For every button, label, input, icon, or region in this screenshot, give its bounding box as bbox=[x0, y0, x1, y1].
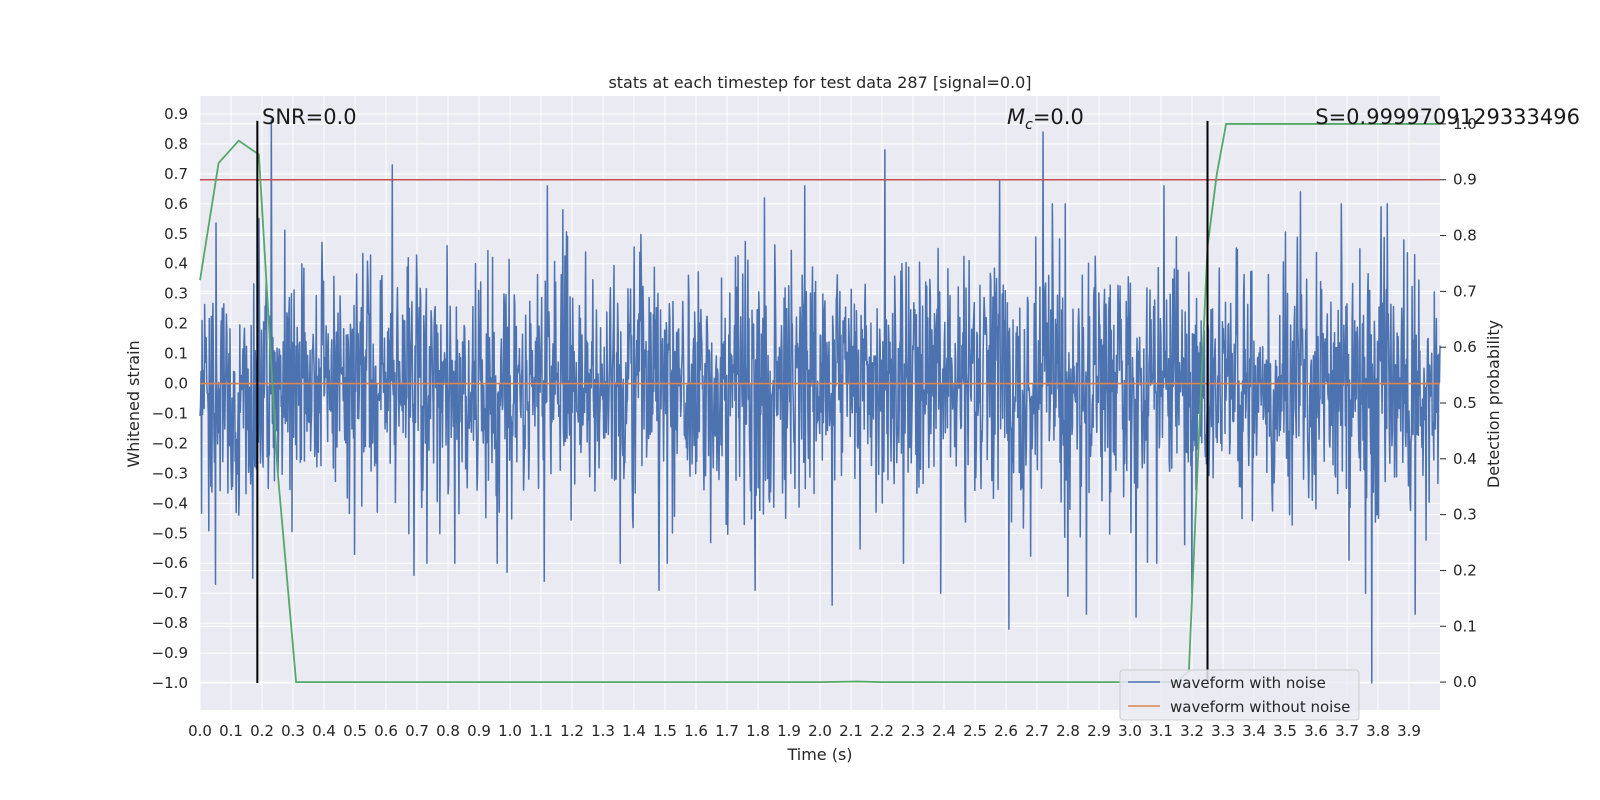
x-tick-label: 1.0 bbox=[498, 722, 522, 740]
x-tick-label: 2.7 bbox=[1025, 722, 1049, 740]
x-tick-label: 0.6 bbox=[374, 722, 398, 740]
y2-tick-label: 0.8 bbox=[1453, 227, 1477, 245]
legend-label-clean: waveform without noise bbox=[1170, 698, 1350, 716]
x-tick-label: 1.7 bbox=[715, 722, 739, 740]
x-tick-label: 3.6 bbox=[1304, 722, 1328, 740]
y-tick-label: 0.7 bbox=[164, 165, 188, 183]
chart-title: stats at each timestep for test data 287… bbox=[608, 73, 1031, 92]
x-tick-label: 2.8 bbox=[1056, 722, 1080, 740]
x-tick-label: 0.5 bbox=[343, 722, 367, 740]
y-tick-label: −0.3 bbox=[152, 464, 188, 482]
x-tick-label: 2.3 bbox=[901, 722, 925, 740]
x-tick-label: 3.4 bbox=[1242, 722, 1266, 740]
x-tick-label: 0.3 bbox=[281, 722, 305, 740]
y-tick-label: 0.8 bbox=[164, 135, 188, 153]
x-tick-label: 1.3 bbox=[591, 722, 615, 740]
x-tick-label: 2.6 bbox=[994, 722, 1018, 740]
x-tick-label: 0.1 bbox=[219, 722, 243, 740]
y2-tick-label: 0.2 bbox=[1453, 561, 1477, 579]
x-tick-label: 2.9 bbox=[1087, 722, 1111, 740]
mc-subscript: c bbox=[1025, 117, 1033, 133]
s-annotation: S=0.9999709129333496 bbox=[1315, 105, 1580, 129]
y-tick-label: −0.8 bbox=[152, 614, 188, 632]
detection-probability-line bbox=[199, 123, 1440, 683]
y-axis-label: Whitened strain bbox=[124, 340, 143, 467]
traces bbox=[199, 119, 1441, 684]
x-tick-label: 3.0 bbox=[1118, 722, 1142, 740]
y2-tick-label: 0.3 bbox=[1453, 506, 1477, 524]
y-tick-label: 0.5 bbox=[164, 225, 188, 243]
y2-ticks: 1.0 0.9 0.8 0.7 0.6 0.5 0.4 0.3 0.2 0.1 0.0 bbox=[1440, 115, 1477, 691]
snr-annotation: SNR=0.0 bbox=[262, 105, 357, 129]
y2-tick-label: 0.4 bbox=[1453, 450, 1477, 468]
legend: waveform with noise waveform without noi… bbox=[1119, 669, 1360, 721]
y2-tick-label: 0.7 bbox=[1453, 282, 1477, 300]
legend-box bbox=[1119, 669, 1360, 721]
x-tick-label: 0.0 bbox=[188, 722, 212, 740]
x-tick-label: 3.3 bbox=[1211, 722, 1235, 740]
y-tick-label: 0.6 bbox=[164, 195, 188, 213]
y-tick-label: 0.0 bbox=[164, 375, 188, 393]
x-tick-label: 0.8 bbox=[436, 722, 460, 740]
y-tick-label: −0.4 bbox=[152, 494, 188, 512]
y-tick-label: −0.9 bbox=[152, 644, 188, 662]
y-tick-label: 0.4 bbox=[164, 255, 188, 273]
x-tick-label: 1.6 bbox=[684, 722, 708, 740]
y-tick-label: 0.1 bbox=[164, 345, 188, 363]
x-tick-label: 3.1 bbox=[1149, 722, 1173, 740]
x-tick-label: 3.7 bbox=[1335, 722, 1359, 740]
y-ticks: 0.9 0.8 0.7 0.6 0.5 0.4 0.3 0.2 0.1 0.0 −0.1 −0.2 −0… bbox=[152, 105, 188, 692]
x-tick-label: 1.4 bbox=[622, 722, 646, 740]
y2-tick-label: 0.0 bbox=[1453, 673, 1477, 691]
y2-tick-label: 1.0 bbox=[1453, 115, 1477, 133]
x-tick-label: 3.2 bbox=[1180, 722, 1204, 740]
y-tick-label: −0.5 bbox=[152, 524, 188, 542]
x-tick-label: 1.8 bbox=[746, 722, 770, 740]
x-tick-label: 2.0 bbox=[808, 722, 832, 740]
y2-tick-label: 0.6 bbox=[1453, 338, 1477, 356]
y2-tick-label: 0.5 bbox=[1453, 394, 1477, 412]
x-tick-label: 2.5 bbox=[963, 722, 987, 740]
y-tick-label: −0.6 bbox=[152, 554, 188, 572]
legend-label-noise: waveform with noise bbox=[1170, 674, 1326, 692]
y2-tick-label: 0.9 bbox=[1453, 171, 1477, 189]
y-tick-label: −0.7 bbox=[152, 584, 188, 602]
x-tick-label: 0.9 bbox=[467, 722, 491, 740]
x-tick-label: 3.8 bbox=[1366, 722, 1390, 740]
x-axis-label: Time (s) bbox=[786, 745, 852, 764]
y-tick-label: −1.0 bbox=[152, 674, 188, 692]
y-tick-label: 0.3 bbox=[164, 285, 188, 303]
x-tick-label: 3.9 bbox=[1397, 722, 1421, 740]
x-tick-label: 3.5 bbox=[1273, 722, 1297, 740]
x-ticks: 0.0 0.1 0.2 0.3 0.4 0.5 0.6 0.7 0.8 0.9 1.0 1.1 1.2 1… bbox=[188, 722, 1421, 740]
y2-axis-label: Detection probability bbox=[1484, 320, 1503, 488]
x-tick-label: 1.5 bbox=[653, 722, 677, 740]
x-tick-label: 1.1 bbox=[529, 722, 553, 740]
x-tick-label: 2.2 bbox=[870, 722, 894, 740]
y-tick-label: −0.2 bbox=[152, 434, 188, 452]
mc-symbol: M bbox=[1007, 105, 1025, 129]
x-tick-label: 1.2 bbox=[560, 722, 584, 740]
x-tick-label: 0.4 bbox=[312, 722, 336, 740]
y-tick-label: −0.1 bbox=[152, 404, 188, 422]
x-tick-label: 2.4 bbox=[932, 722, 956, 740]
y-tick-label: 0.2 bbox=[164, 315, 188, 333]
x-tick-label: 2.1 bbox=[839, 722, 863, 740]
x-tick-label: 0.7 bbox=[405, 722, 429, 740]
y2-tick-label: 0.1 bbox=[1453, 617, 1477, 635]
mc-annotation: Mc=0.0 bbox=[1007, 105, 1084, 133]
mc-value: =0.0 bbox=[1033, 105, 1084, 129]
x-tick-label: 1.9 bbox=[777, 722, 801, 740]
y-tick-label: 0.9 bbox=[164, 105, 188, 123]
x-tick-label: 0.2 bbox=[250, 722, 274, 740]
